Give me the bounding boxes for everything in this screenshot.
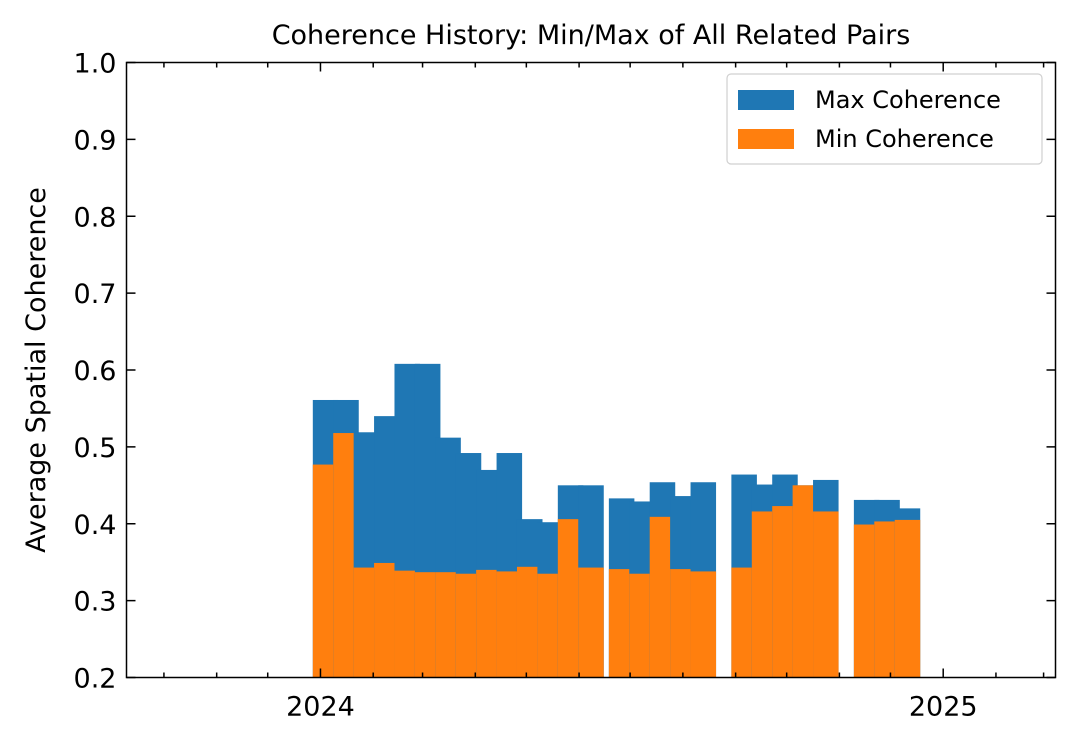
x-tick-label: 2025	[909, 692, 978, 723]
y-tick-label: 1.0	[74, 49, 117, 80]
min-coherence-bar	[578, 567, 604, 678]
x-tick-label: 2024	[286, 692, 355, 723]
min-coherence-bar	[690, 571, 717, 678]
y-tick-label: 0.3	[74, 587, 117, 618]
min-coherence-bar	[894, 519, 921, 678]
legend: Max Coherence Min Coherence	[726, 73, 1043, 165]
y-tick-label: 0.2	[74, 664, 117, 695]
axes-layer: 0.2 0.3 0.4 0.5 0.6 0.7 0.8 0.9 1.0 2024 2025	[74, 49, 1056, 723]
y-tick-label: 0.4	[74, 510, 117, 541]
legend-swatch-min	[738, 129, 794, 149]
legend-swatch-max	[738, 90, 794, 110]
y-tick-label: 0.5	[74, 433, 117, 464]
y-tick-label: 0.6	[74, 356, 117, 387]
legend-label-max: Max Coherence	[815, 86, 1001, 114]
plot-frame	[125, 61, 1057, 679]
min-coherence-bar	[813, 511, 839, 678]
legend-box	[726, 73, 1043, 165]
legend-label-min: Min Coherence	[815, 125, 994, 153]
y-tick-label: 0.7	[74, 279, 117, 310]
chart-title: Coherence History: Min/Max of All Relate…	[272, 20, 911, 51]
y-tick-label: 0.8	[74, 202, 117, 233]
y-tick-label: 0.9	[74, 125, 117, 156]
y-axis-label: Average Spatial Coherence	[21, 187, 52, 553]
bars-layer	[312, 363, 921, 678]
